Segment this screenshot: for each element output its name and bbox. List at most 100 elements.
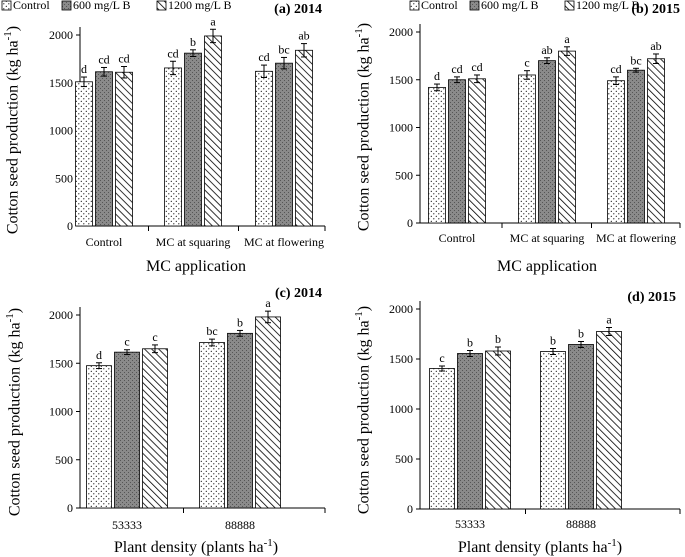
significance-label: cd	[451, 62, 462, 76]
significance-label: c	[124, 335, 129, 349]
category-label: MC at squaring	[156, 235, 231, 249]
legend-swatch	[1, 0, 12, 11]
significance-label: a	[265, 296, 271, 310]
y-tick-label: 500	[55, 453, 73, 467]
legend-swatch	[409, 0, 420, 11]
significance-label: cd	[258, 50, 269, 64]
significance-label: d	[81, 62, 87, 76]
bar-1-0	[114, 351, 140, 509]
legend-label: Control	[421, 0, 458, 12]
bar-0-0	[428, 86, 446, 224]
y-tick-label: 2000	[49, 308, 73, 322]
significance-label: b	[550, 334, 556, 348]
significance-label: bc	[206, 324, 217, 338]
bar-0-0	[429, 368, 455, 510]
significance-label: b	[190, 35, 196, 49]
legend-label: 1200 mg/L B	[168, 0, 232, 12]
panel-0: 0 500 1000 1500 2000 Control MC at squaring MC …	[1, 0, 326, 275]
bar-0-2	[607, 80, 625, 224]
significance-label: bc	[278, 42, 289, 56]
y-axis-label: Cotton seed production (kg ha-1)	[4, 308, 24, 516]
panel-title: (c) 2014	[275, 286, 322, 301]
legend-swatch	[156, 0, 167, 11]
bar-2-1	[204, 35, 222, 227]
category-label: Control	[439, 231, 476, 245]
bar-1-1	[568, 344, 594, 510]
category-label: 88888	[225, 518, 255, 532]
significance-label: b	[578, 327, 584, 341]
category-label: 53333	[455, 517, 485, 531]
x-axis-label: Plant density (plants ha-1)	[458, 537, 622, 556]
y-axis-label: Cotton seed production (kg ha-1)	[2, 26, 22, 234]
bar-0-1	[518, 74, 536, 224]
y-tick-label: 1500	[49, 76, 73, 90]
bar-1-2	[627, 69, 645, 224]
category-label: MC at squaring	[510, 231, 585, 245]
significance-label: cd	[167, 46, 178, 60]
significance-label: d	[96, 348, 102, 362]
legend-label: 600 mg/L B	[73, 0, 131, 12]
legend-label: 600 mg/L B	[481, 0, 539, 12]
category-label: MC at flowering	[244, 235, 324, 249]
panel-title: (b) 2015	[631, 2, 680, 17]
significance-label: cd	[471, 60, 482, 74]
bar-2-2	[647, 58, 665, 224]
bar-2-1	[255, 316, 281, 509]
bar-2-0	[485, 350, 511, 510]
legend-swatch	[469, 0, 480, 11]
legend-swatch	[61, 0, 72, 11]
y-tick-label: 500	[55, 171, 73, 185]
y-axis-label: Cotton seed production (kg ha-1)	[353, 23, 373, 231]
y-tick-label: 500	[395, 168, 413, 182]
y-tick-label: 1000	[49, 124, 73, 138]
panel-3: 0 500 1000 1500 2000 53333 88888 c b b b b a (d) 2015…	[353, 290, 681, 556]
legend-label: 1200 mg/L B	[576, 0, 640, 12]
bar-2-2	[295, 49, 313, 227]
y-tick-label: 1000	[389, 402, 413, 416]
category-label: 53333	[112, 518, 142, 532]
significance-label: cd	[610, 62, 621, 76]
category-label: Control	[86, 235, 123, 249]
significance-label: a	[210, 14, 216, 28]
legend-swatch	[564, 0, 575, 11]
significance-label: cd	[98, 52, 109, 66]
y-tick-label: 500	[395, 452, 413, 466]
bar-1-1	[538, 60, 556, 224]
significance-label: b	[495, 332, 501, 346]
y-tick-label: 0	[407, 216, 413, 230]
significance-label: ab	[650, 39, 661, 53]
significance-label: b	[237, 315, 243, 329]
bar-2-1	[596, 331, 622, 510]
y-tick-label: 2000	[389, 25, 413, 39]
bar-0-0	[75, 81, 93, 227]
bar-1-2	[275, 62, 293, 227]
y-tick-label: 2000	[49, 28, 73, 42]
significance-label: d	[434, 69, 440, 83]
panel-1: 0 500 1000 1500 2000 Control MC at squaring MC …	[353, 0, 681, 275]
bar-2-0	[142, 348, 168, 509]
significance-label: ab	[541, 43, 552, 57]
y-tick-label: 0	[407, 502, 413, 516]
significance-label: cd	[118, 52, 129, 66]
y-tick-label: 1500	[49, 356, 73, 370]
x-axis-label: Plant density (plants ha-1)	[114, 537, 278, 556]
legend-label: Control	[13, 0, 50, 12]
y-tick-label: 1000	[49, 405, 73, 419]
y-tick-label: 2000	[389, 302, 413, 316]
bar-1-0	[457, 353, 483, 510]
bar-0-1	[199, 342, 225, 509]
bar-1-1	[184, 52, 202, 227]
legend: Control 600 mg/L B 1200 mg/L B	[409, 0, 640, 12]
bar-0-2	[255, 70, 273, 227]
y-axis-label: Cotton seed production (kg ha-1)	[353, 306, 373, 514]
significance-label: c	[524, 56, 529, 70]
panel-title: (a) 2014	[274, 2, 322, 17]
bar-2-0	[115, 71, 133, 227]
significance-label: a	[564, 32, 570, 46]
panel-title: (d) 2015	[627, 290, 676, 305]
significance-label: bc	[630, 53, 641, 67]
bar-1-1	[227, 332, 253, 509]
bar-1-0	[95, 71, 113, 227]
